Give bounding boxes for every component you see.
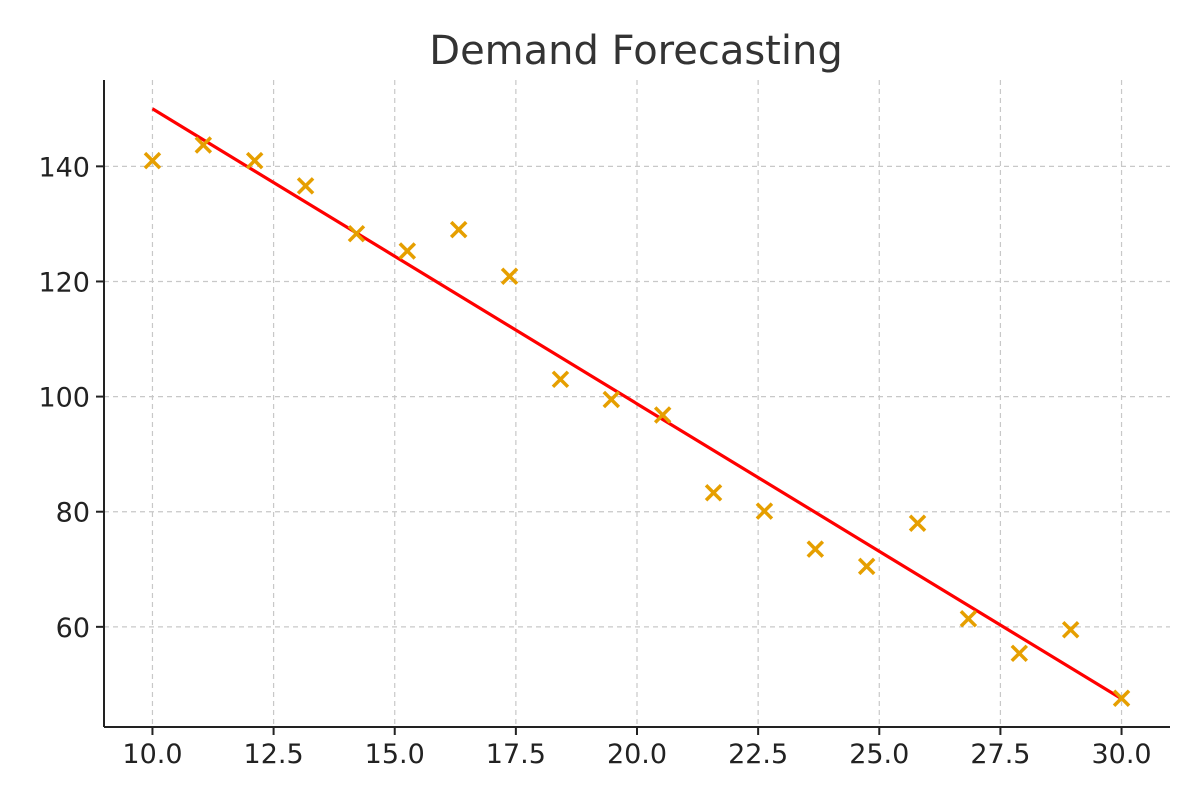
y-tick-label: 60 xyxy=(56,613,90,644)
trend-line-layer xyxy=(151,107,1123,701)
data-point xyxy=(653,406,672,424)
data-point xyxy=(500,267,519,286)
data-point xyxy=(1010,644,1029,663)
data-point xyxy=(857,557,876,576)
data-point xyxy=(908,514,927,532)
trend-line xyxy=(151,107,1123,701)
tick-labels: 10.0 12.5 15.0 17.5 20.0 22.5 25.0 27.5 30.0 60 80… xyxy=(38,152,1151,770)
data-point xyxy=(755,502,774,520)
data-point xyxy=(806,540,825,558)
data-point xyxy=(449,220,468,239)
x-tick-label: 27.5 xyxy=(970,739,1030,770)
x-tick-label: 15.0 xyxy=(365,739,425,770)
x-tick-label: 22.5 xyxy=(728,739,788,770)
y-tick-label: 140 xyxy=(38,152,90,183)
data-point xyxy=(704,483,723,502)
y-tick-label: 120 xyxy=(38,267,90,298)
data-point xyxy=(143,151,162,170)
data-point xyxy=(1061,620,1080,639)
x-tick-label: 25.0 xyxy=(849,739,909,770)
data-point xyxy=(1112,689,1131,707)
x-tick-label: 12.5 xyxy=(244,739,304,770)
data-point xyxy=(398,242,417,260)
x-tick-label: 17.5 xyxy=(486,739,546,770)
data-point xyxy=(347,224,366,243)
scatter-points xyxy=(143,136,1131,707)
data-point xyxy=(194,136,213,154)
x-tick-label: 20.0 xyxy=(607,739,667,770)
data-point xyxy=(959,610,978,628)
chart-title: Demand Forecasting xyxy=(429,28,842,74)
axes xyxy=(96,80,1170,735)
data-point xyxy=(602,390,621,409)
data-point xyxy=(296,177,315,195)
x-tick-label: 10.0 xyxy=(122,739,182,770)
y-tick-label: 100 xyxy=(38,383,90,414)
y-tick-label: 80 xyxy=(56,498,90,529)
x-tick-label: 30.0 xyxy=(1091,739,1151,770)
data-point xyxy=(551,370,570,389)
grid xyxy=(104,80,1170,727)
data-point xyxy=(245,151,264,170)
